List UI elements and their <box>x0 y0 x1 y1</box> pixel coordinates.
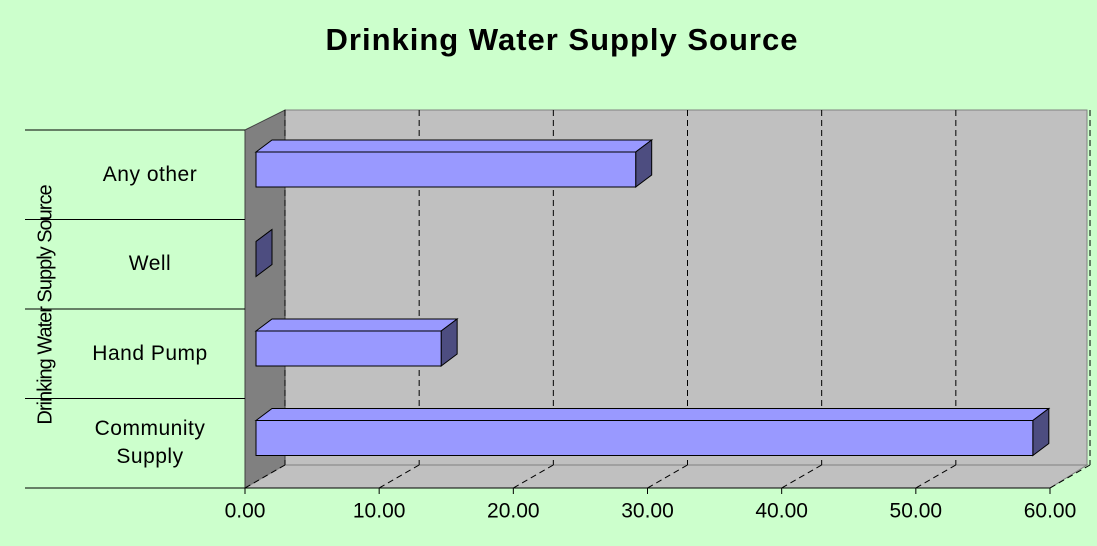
grid-line <box>378 464 420 489</box>
bar <box>254 407 1051 457</box>
grid-line <box>915 464 957 489</box>
x-tick-label: 20.00 <box>487 500 540 523</box>
bar-front <box>255 151 637 188</box>
bar-top <box>254 408 1051 421</box>
y-tick-label: Hand Pump <box>92 341 208 365</box>
bar-front <box>255 330 442 367</box>
bar-front <box>255 420 1034 456</box>
x-tick-label: 60.00 <box>1024 500 1077 523</box>
grid-line <box>781 464 822 489</box>
y-axis-title: Drinking Water Supply Source <box>34 185 56 425</box>
x-tick-label: 0.00 <box>225 500 266 523</box>
bar <box>254 139 654 188</box>
bar-top <box>254 318 459 332</box>
bar <box>255 228 273 278</box>
y-tick-label: Community Supply <box>94 417 206 469</box>
grid-line <box>647 464 688 489</box>
grid-line <box>513 464 554 489</box>
y-tick-label: Well <box>128 252 172 276</box>
x-tick-label: 40.00 <box>755 500 808 523</box>
floor <box>243 464 1089 489</box>
bar-top <box>254 139 654 153</box>
y-tick-label: Any other <box>102 162 198 186</box>
bar <box>254 318 459 367</box>
x-tick-label: 10.00 <box>353 500 406 523</box>
grid-line <box>1049 464 1091 489</box>
grid-line <box>244 464 286 489</box>
chart-title: Drinking Water Supply Source <box>326 22 799 57</box>
x-tick-label: 30.00 <box>621 500 674 523</box>
x-tick-label: 50.00 <box>890 500 943 523</box>
